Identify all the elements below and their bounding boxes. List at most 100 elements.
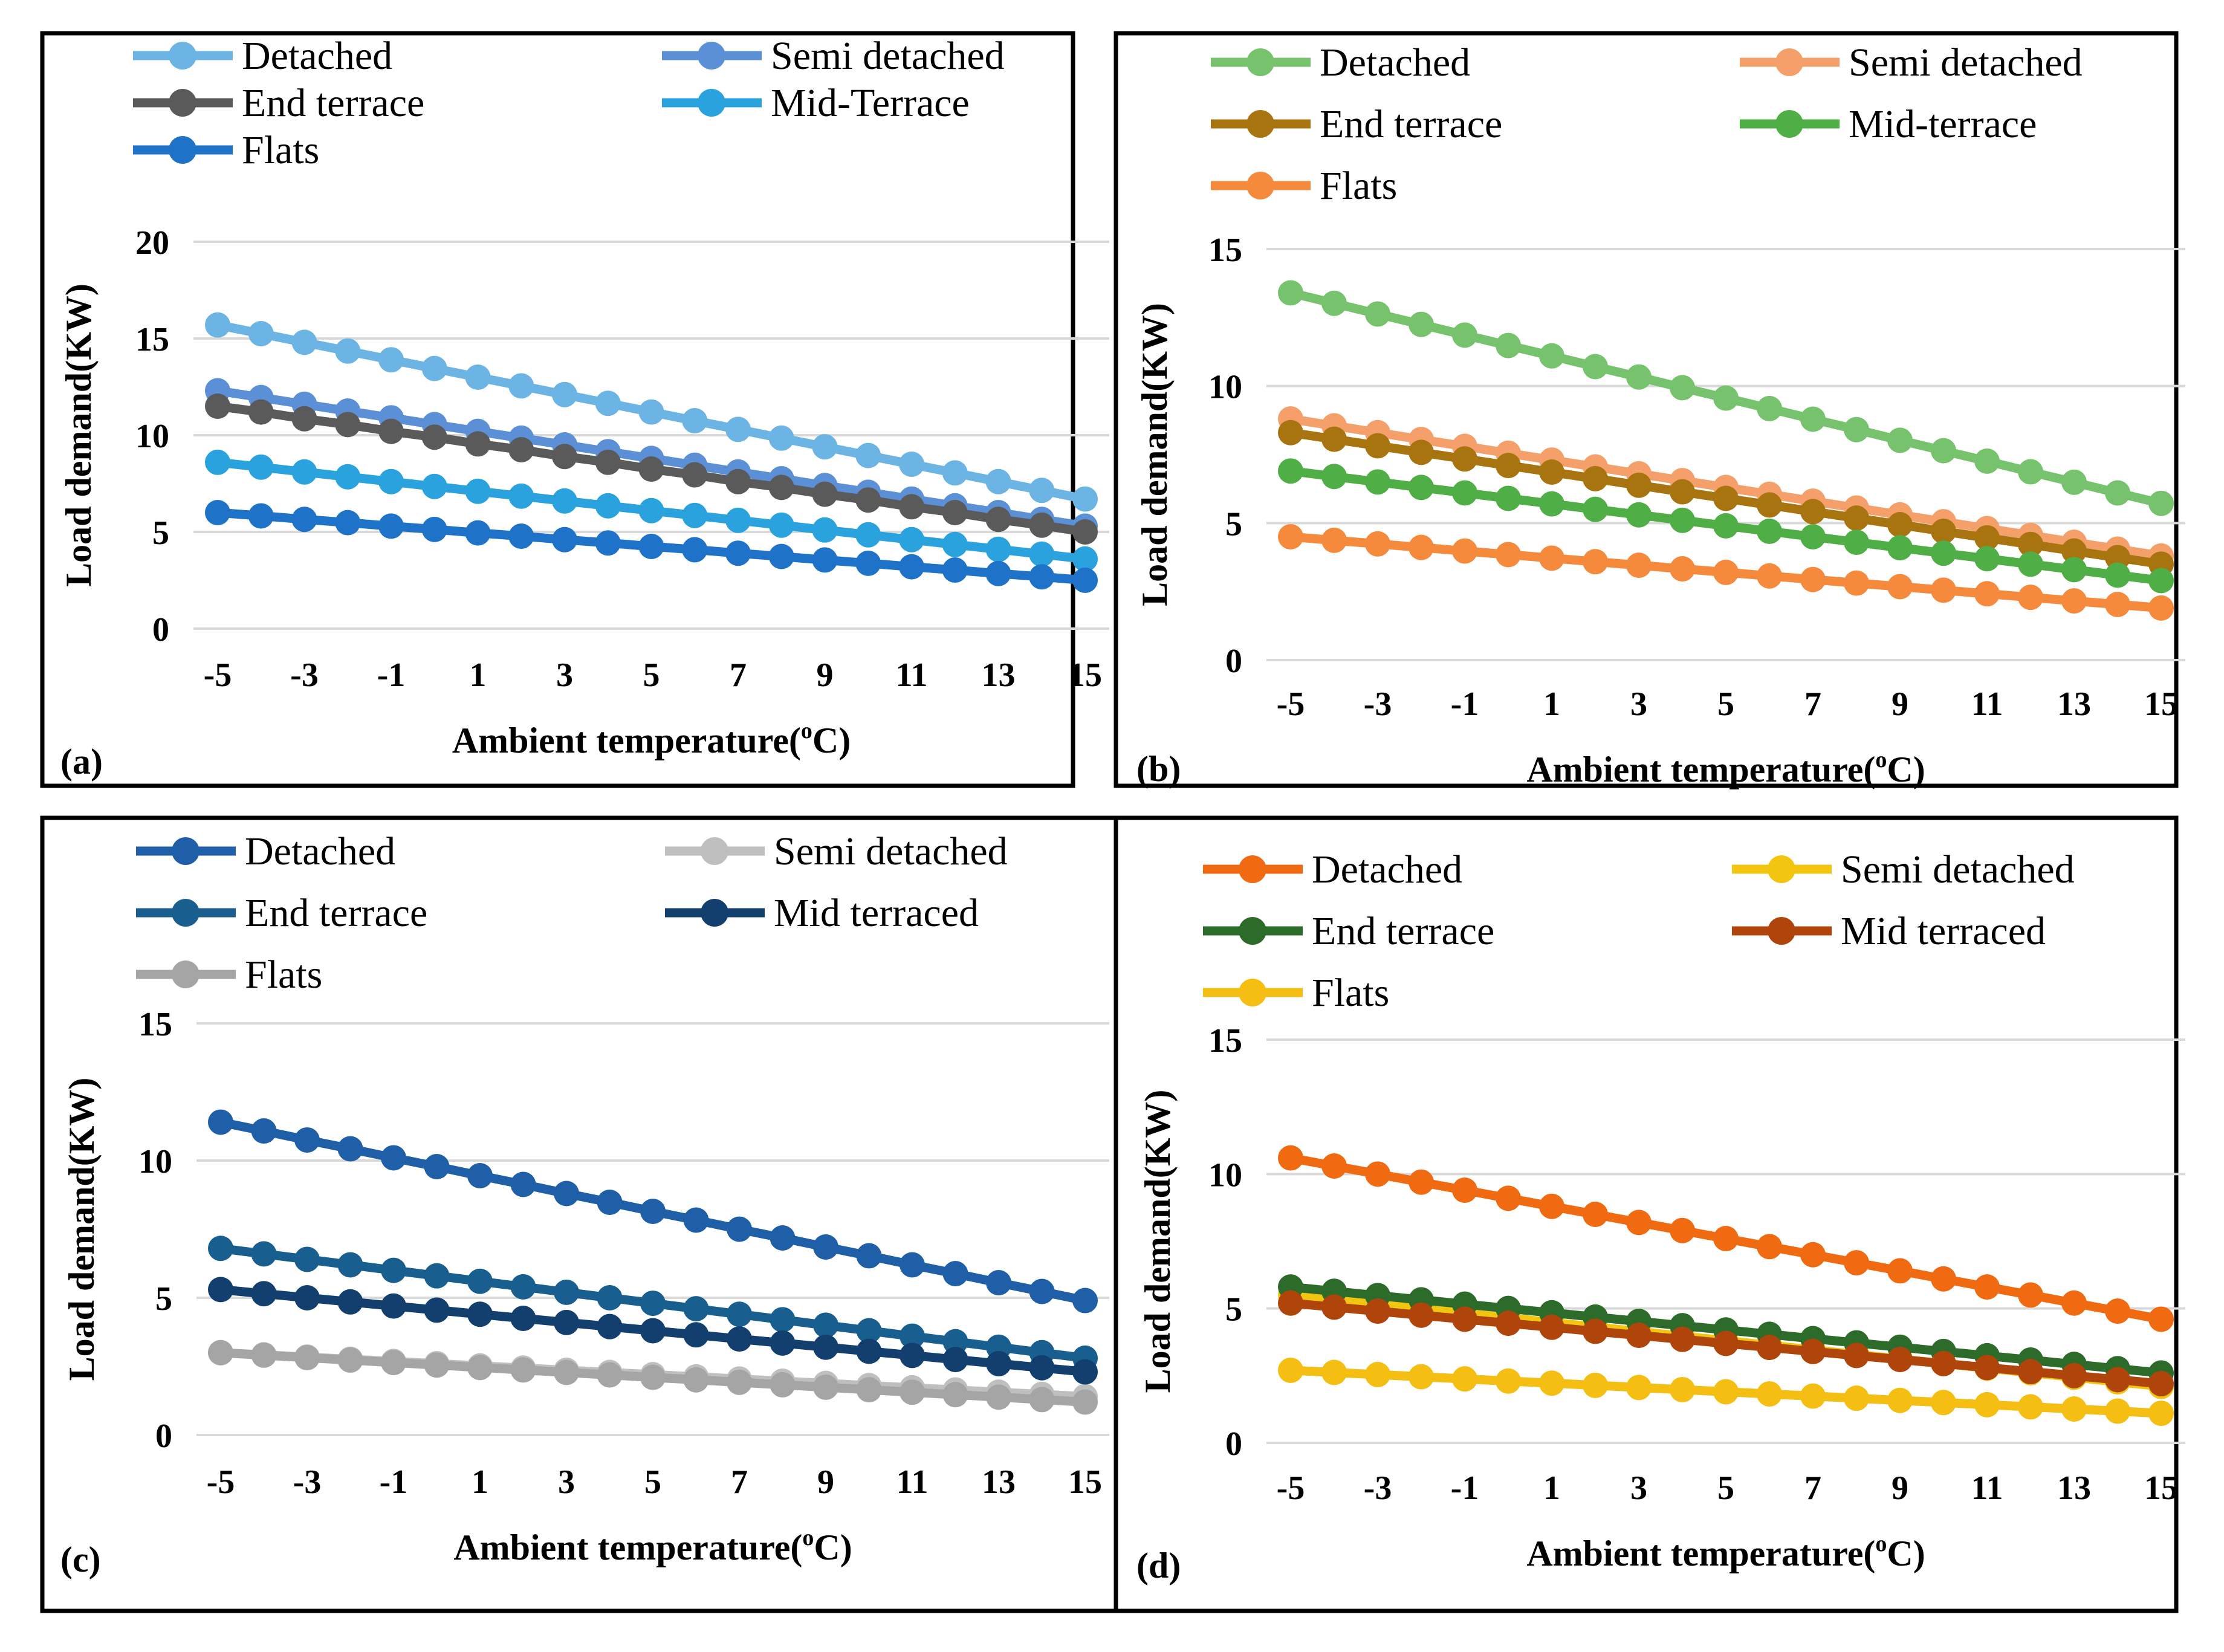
data-point (552, 444, 577, 470)
data-point (554, 1309, 579, 1335)
legend-label: Mid terraced (1841, 909, 2046, 953)
data-point (683, 1322, 709, 1348)
data-point (2148, 1306, 2174, 1332)
data-point (1452, 1366, 1477, 1392)
data-point (640, 1198, 666, 1224)
data-point (1583, 1202, 1608, 1228)
x-axis-title: Ambient temperature(oC) (1526, 747, 1925, 789)
data-point (1539, 343, 1564, 369)
data-point (595, 493, 621, 519)
data-point (597, 1314, 623, 1339)
series-mid-terraced (1278, 1290, 2174, 1397)
data-point (205, 394, 230, 419)
x-axis-title-part: C) (812, 721, 851, 760)
legend-item: Flats (1203, 971, 1389, 1015)
data-point (378, 513, 404, 539)
x-axis-title-part: C) (1887, 1534, 1925, 1573)
data-point (1496, 453, 1521, 479)
data-point (2148, 595, 2174, 621)
data-point (508, 523, 534, 549)
legend-item: Detached (1211, 40, 1470, 85)
data-point (2105, 480, 2130, 506)
series-detached (205, 312, 1098, 512)
data-point (248, 321, 274, 346)
data-point (2018, 1359, 2043, 1385)
data-point (942, 460, 968, 486)
panel-label: (b) (1136, 749, 1181, 789)
data-point (727, 1216, 752, 1242)
y-tick-label: 15 (135, 321, 169, 358)
x-tick-label: 3 (1630, 1469, 1647, 1507)
legend-label: Mid-terrace (1849, 102, 2037, 146)
data-point (1365, 433, 1390, 459)
data-point (1974, 1391, 2000, 1417)
data-point (1539, 1314, 1564, 1340)
data-point (942, 1261, 968, 1287)
data-point (900, 1252, 925, 1278)
data-point (1887, 1347, 1913, 1373)
data-point (1452, 322, 1477, 348)
data-point (424, 1153, 450, 1179)
x-tick-label: 7 (1804, 1469, 1821, 1507)
data-point (1974, 1274, 2000, 1300)
x-tick-label: 1 (1543, 1469, 1560, 1507)
y-tick-label: 0 (1225, 1425, 1242, 1463)
data-point (1409, 1364, 1434, 1390)
data-point (1887, 574, 1913, 600)
x-tick-label: 15 (2144, 685, 2178, 723)
panel-label: (a) (60, 742, 103, 782)
data-point (855, 522, 881, 548)
data-point (770, 1225, 796, 1251)
data-point (1321, 464, 1347, 490)
data-point (2018, 459, 2043, 485)
legend-item: Mid terraced (1732, 909, 2046, 953)
data-point (1931, 577, 1956, 603)
data-point (1974, 1355, 2000, 1381)
data-point (1321, 527, 1347, 553)
data-point (1583, 549, 1608, 575)
panel-label: (c) (60, 1540, 101, 1579)
data-point (813, 1375, 838, 1401)
legend-label: Flats (1320, 164, 1397, 208)
data-point (421, 473, 447, 499)
data-point (2148, 1401, 2174, 1427)
data-point (812, 547, 838, 573)
data-point (1409, 439, 1434, 465)
data-point (768, 512, 794, 538)
data-point (291, 329, 317, 355)
data-point (208, 1339, 233, 1365)
data-point (2148, 490, 2174, 516)
x-axis-title-superscript: o (1875, 1531, 1887, 1556)
data-point (465, 431, 491, 457)
series-end-terrace (208, 1236, 1098, 1371)
data-point (1887, 1258, 1913, 1284)
data-point (942, 1347, 968, 1373)
legend-item: Semi detached (1740, 40, 2083, 85)
data-point (2148, 568, 2174, 594)
data-point (465, 520, 491, 546)
data-point (248, 454, 274, 480)
series-flats (1278, 1357, 2174, 1427)
y-tick-label: 0 (1225, 643, 1242, 680)
data-point (337, 1347, 363, 1373)
legend-item: End terrace (1203, 909, 1494, 953)
data-point (205, 449, 230, 475)
x-axis-title-part: C) (1887, 750, 1925, 789)
data-point (378, 468, 404, 494)
data-point (640, 1364, 666, 1390)
data-point (291, 507, 317, 533)
data-point (2105, 562, 2130, 588)
data-point (1583, 496, 1608, 522)
data-point (508, 437, 534, 462)
data-point (595, 449, 621, 475)
data-point (1278, 419, 1303, 445)
data-point (1800, 1338, 1826, 1364)
data-point (465, 478, 491, 504)
data-point (899, 494, 924, 520)
data-point (508, 373, 534, 399)
legend-swatch-marker (701, 899, 728, 927)
data-point (1029, 1387, 1055, 1413)
data-point (1844, 530, 1869, 556)
data-point (1757, 1381, 1782, 1407)
